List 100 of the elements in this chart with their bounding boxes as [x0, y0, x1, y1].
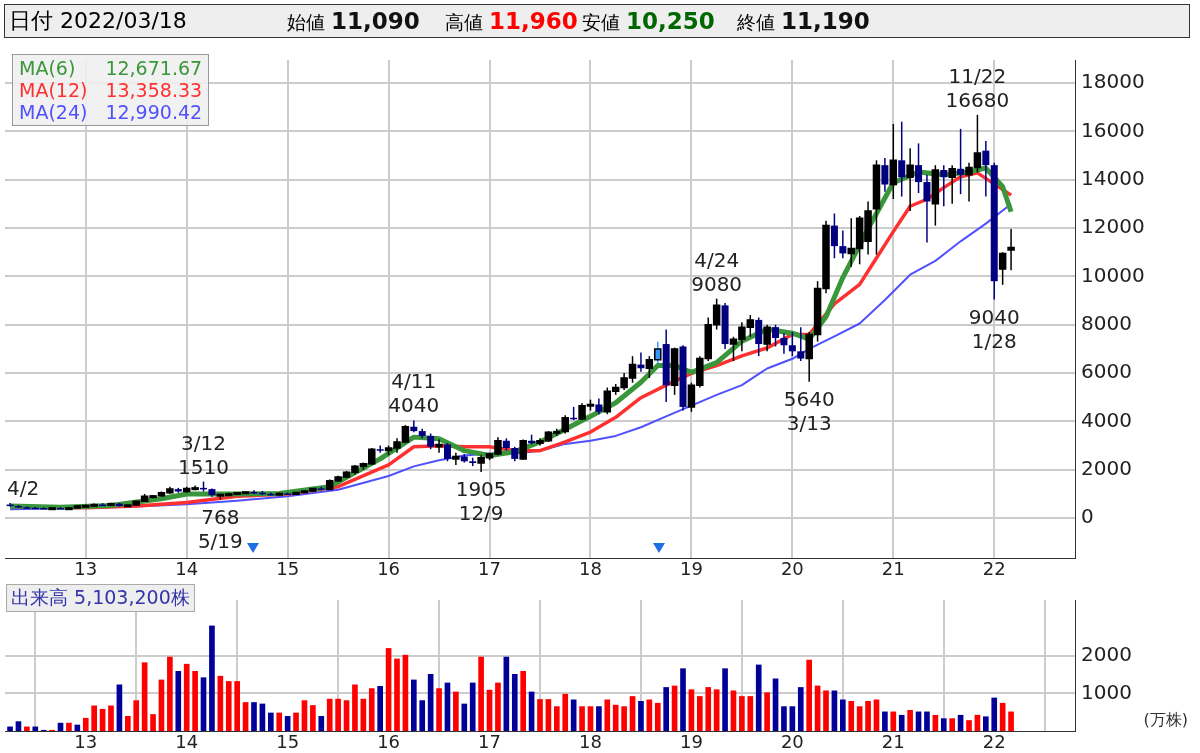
- bar: [293, 712, 299, 731]
- candlestick: [376, 444, 384, 454]
- bar: [495, 682, 501, 731]
- x-tick-label: 16: [377, 731, 401, 753]
- annotation: 4/11 4040: [388, 369, 440, 418]
- bar: [949, 718, 956, 731]
- bar: [410, 679, 417, 731]
- candlestick: [982, 140, 990, 198]
- x-tick-label: 22: [982, 731, 1006, 753]
- bar: [537, 699, 543, 731]
- bar: [797, 687, 804, 731]
- bar: [511, 673, 518, 731]
- x-tick-label: 16: [377, 558, 401, 580]
- annotation: 9040 1/28: [968, 304, 1020, 353]
- bar: [612, 704, 619, 731]
- x-tick-label: 21: [881, 731, 905, 753]
- y-tick-label: 4000: [1081, 407, 1132, 432]
- bar: [764, 692, 770, 731]
- x-tick-label: 17: [478, 558, 501, 580]
- y-tick-label: 2000: [1081, 455, 1132, 480]
- x-tick-label: 21: [881, 558, 905, 580]
- bar: [368, 688, 375, 731]
- annotation: 3/12 1510: [178, 430, 229, 479]
- y-tick-label: 8000: [1081, 310, 1132, 335]
- bar: [124, 716, 131, 731]
- bar: [882, 711, 888, 731]
- bar: [739, 696, 745, 731]
- bar: [352, 684, 358, 731]
- bar: [680, 668, 686, 731]
- bar: [183, 663, 190, 731]
- bar: [335, 698, 341, 731]
- bar: [966, 720, 972, 731]
- bar: [394, 658, 400, 731]
- x-tick-label: 19: [679, 558, 703, 580]
- bar: [436, 688, 442, 731]
- candlestick: [772, 323, 780, 348]
- text: 安値 10,250: [582, 8, 715, 34]
- annotation: 1905 12/9: [455, 477, 507, 526]
- bar: [722, 668, 728, 731]
- y-tick-label: 10000: [1081, 262, 1145, 287]
- annotation: 11/22 16680: [945, 63, 1010, 112]
- bar: [865, 701, 871, 731]
- bar: [234, 681, 240, 731]
- annotation: 4/24 9080: [691, 247, 743, 296]
- x-tick-label: 13: [74, 731, 98, 753]
- candlestick: [443, 442, 451, 463]
- bar: [907, 710, 913, 731]
- bar: [705, 687, 712, 731]
- bar: [983, 716, 989, 731]
- bar: [251, 702, 257, 731]
- x-tick-label: 19: [679, 731, 703, 753]
- bar: [654, 702, 661, 731]
- bar: [209, 625, 215, 731]
- annotation: 768 5/19: [197, 504, 243, 553]
- bar: [806, 659, 813, 731]
- y-tick-label: 16000: [1081, 117, 1145, 142]
- annotation: 5640 3/13: [783, 386, 835, 435]
- x-tick-label: 22: [982, 558, 1006, 580]
- bar: [82, 717, 89, 731]
- bar: [579, 706, 585, 731]
- bar: [1008, 711, 1014, 731]
- bar: [755, 664, 762, 731]
- x-tick-label: 18: [579, 558, 602, 580]
- candlestick: [788, 331, 796, 357]
- bar: [924, 711, 930, 731]
- bar: [848, 701, 855, 731]
- text: MA(24): [19, 101, 88, 123]
- x-tick-label: 17: [478, 731, 501, 753]
- candlestick: [881, 157, 889, 193]
- bar: [697, 696, 703, 731]
- text: 終値 11,190: [737, 8, 870, 34]
- chart-title: 出来高 5,103,200株: [6, 584, 195, 612]
- x-tick-label: 14: [175, 731, 199, 753]
- y-tick-label: 14000: [1081, 165, 1145, 190]
- bar: [276, 712, 283, 731]
- bar: [377, 686, 383, 731]
- text: 高値 11,960: [445, 8, 578, 34]
- bar: [781, 706, 787, 731]
- bar: [553, 706, 560, 731]
- bar: [133, 700, 140, 731]
- bar: [461, 703, 468, 731]
- candlestick: [830, 212, 838, 259]
- y-tick-label: 2000: [1081, 642, 1132, 667]
- bar: [167, 656, 173, 731]
- y-axis-title: (万株): [1143, 710, 1188, 731]
- x-tick-label: 20: [780, 558, 804, 580]
- chart-title: 日付 2022/03/18: [9, 7, 187, 35]
- annotation: 4/2: [7, 476, 40, 501]
- bar: [663, 687, 670, 731]
- y-tick-label: 12000: [1081, 214, 1145, 239]
- bar: [175, 670, 182, 731]
- bar: [604, 699, 611, 731]
- x-tick-label: 20: [780, 731, 804, 753]
- candlestick: [940, 164, 948, 208]
- bar: [66, 722, 72, 731]
- candlestick: [915, 142, 923, 194]
- candlestick: [797, 326, 805, 362]
- text: MA(6): [19, 57, 76, 79]
- bar: [621, 706, 627, 731]
- bar: [108, 705, 114, 731]
